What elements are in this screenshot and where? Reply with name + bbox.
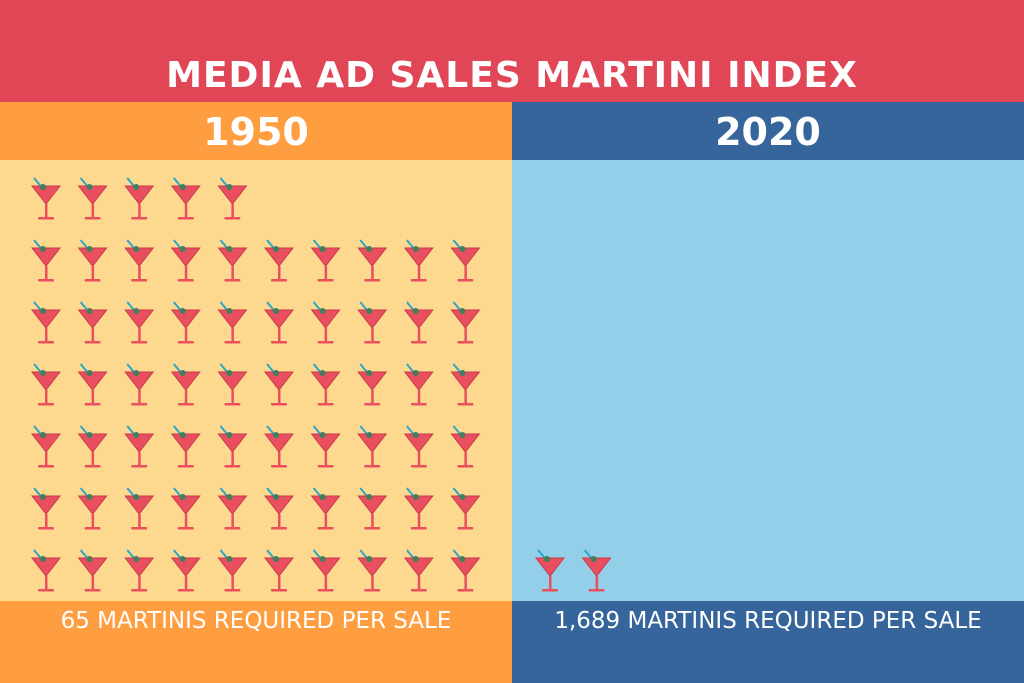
martini-glass-icon xyxy=(217,363,248,406)
martini-glass-icon xyxy=(450,487,481,530)
martini-glass-icon xyxy=(357,363,388,406)
martini-glass-icon xyxy=(170,301,201,344)
panel-2020: 2020 1,689 MARTINIS REQUIRED PER SALE xyxy=(512,102,1024,683)
martini-glass-icon xyxy=(357,425,388,468)
martini-glass-icon xyxy=(124,177,155,220)
martini-glass-icon xyxy=(263,425,295,468)
martini-glass-icon xyxy=(77,425,108,468)
panel-2020-label: 1,689 MARTINIS REQUIRED PER SALE xyxy=(554,608,982,634)
martini-glass-icon xyxy=(450,549,481,592)
martini-glass-icon xyxy=(30,549,62,592)
martini-glass-icon xyxy=(77,363,108,406)
martini-glass-icon xyxy=(403,239,434,282)
martini-glass-icon xyxy=(403,425,434,468)
martini-glass-icon xyxy=(30,363,62,406)
martini-glass-icon xyxy=(170,363,201,406)
martini-glass-icon xyxy=(310,239,341,282)
panel-1950-label: 65 MARTINIS REQUIRED PER SALE xyxy=(60,608,452,634)
martini-glass-icon xyxy=(30,239,62,282)
martini-glass-icon xyxy=(77,239,108,282)
martini-glass-icon xyxy=(450,425,481,468)
martini-glass-icon xyxy=(263,487,295,530)
martini-glass-icon xyxy=(77,549,108,592)
panel-1950-year: 1950 xyxy=(0,102,512,160)
martini-glass-icon xyxy=(124,425,155,468)
martini-glass-icon xyxy=(77,487,108,530)
martini-glass-icon xyxy=(170,487,201,530)
martini-glass-icon xyxy=(124,549,155,592)
martini-glass-icon xyxy=(217,301,248,344)
martini-glass-icon xyxy=(30,425,62,468)
martini-glass-icon xyxy=(357,487,388,530)
martini-glass-icon xyxy=(357,239,388,282)
martini-glass-icon xyxy=(403,549,434,592)
martini-glass-icon xyxy=(263,301,295,344)
martini-glass-icon xyxy=(170,549,201,592)
martini-glass-icon xyxy=(30,177,62,220)
martini-glass-icon xyxy=(77,177,108,220)
martini-glass-icon xyxy=(77,301,108,344)
martini-glass-icon xyxy=(124,301,155,344)
martini-glass-icon xyxy=(170,177,201,220)
panel-1950: 1950 65 MARTINIS REQUIRED PER SALE xyxy=(0,102,512,683)
martini-glass-icon xyxy=(217,425,248,468)
martini-glass-icon xyxy=(310,301,341,344)
martini-glass-icon xyxy=(217,487,248,530)
martini-glass-icon xyxy=(310,549,341,592)
martini-glass-icon xyxy=(170,239,201,282)
panel-1950-footer: 65 MARTINIS REQUIRED PER SALE xyxy=(0,601,512,683)
martini-glass-icon xyxy=(450,301,481,344)
panel-2020-body xyxy=(512,160,1024,601)
martini-glass-icon xyxy=(124,239,155,282)
chart-title: MEDIA AD SALES MARTINI INDEX xyxy=(166,55,858,96)
martini-glass-icon xyxy=(170,425,201,468)
martini-glass-icon xyxy=(263,363,295,406)
martini-grid-1950 xyxy=(30,177,481,592)
martini-glass-icon xyxy=(30,301,62,344)
panel-1950-body xyxy=(0,160,512,601)
martini-glass-icon xyxy=(403,363,434,406)
martini-glass-icon xyxy=(403,487,434,530)
martini-glass-icon xyxy=(30,487,62,530)
martini-glass-icon xyxy=(310,425,341,468)
martini-glass-icon xyxy=(581,549,612,592)
title-bar: MEDIA AD SALES MARTINI INDEX xyxy=(0,0,1024,102)
martini-glass-icon xyxy=(357,549,388,592)
martini-glass-icon xyxy=(310,487,341,530)
martini-glass-icon xyxy=(217,177,248,220)
martini-glass-icon xyxy=(263,239,295,282)
martini-glass-icon xyxy=(217,549,248,592)
panel-2020-footer: 1,689 MARTINIS REQUIRED PER SALE xyxy=(512,601,1024,683)
panel-2020-year: 2020 xyxy=(512,102,1024,160)
martini-glass-icon xyxy=(403,301,434,344)
martini-glass-icon xyxy=(450,363,481,406)
martini-glass-icon xyxy=(124,487,155,530)
martini-glass-icon xyxy=(217,239,248,282)
martini-glass-icon xyxy=(263,549,295,592)
martini-grid-2020 xyxy=(534,549,612,592)
martini-glass-icon xyxy=(450,239,481,282)
martini-glass-icon xyxy=(124,363,155,406)
martini-glass-icon xyxy=(357,301,388,344)
martini-glass-icon xyxy=(534,549,566,592)
martini-glass-icon xyxy=(310,363,341,406)
